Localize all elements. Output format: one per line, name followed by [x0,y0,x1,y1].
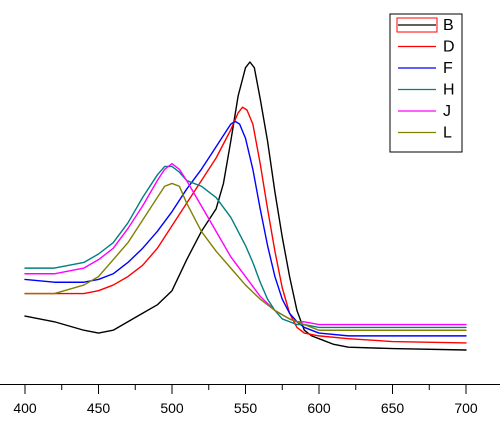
x-tick-label-550: 550 [234,400,258,416]
x-tick-label-600: 600 [307,400,331,416]
legend-label-l: L [443,125,452,142]
legend-box [389,13,463,153]
legend-label-f: F [443,60,453,77]
series-line-d [24,106,467,344]
x-tick-label-700: 700 [454,400,478,416]
legend-highlight-box [396,17,438,33]
x-axis: 400 450 500 550 600 650 700 [0,384,500,416]
legend-label-h: H [443,82,455,99]
legend-label-b: B [443,17,454,34]
series-line-f [24,120,467,337]
x-tick-label-500: 500 [160,400,184,416]
legend-label-j: J [443,103,451,120]
series-layer [24,61,467,351]
x-tick-label-450: 450 [87,400,111,416]
legend-label-d: D [443,39,455,56]
series-line-l [24,182,467,331]
series-line-b [24,61,467,351]
series-line-j [24,162,467,326]
x-tick-label-650: 650 [381,400,405,416]
x-tick-label-400: 400 [13,400,37,416]
series-line-h [24,165,467,329]
